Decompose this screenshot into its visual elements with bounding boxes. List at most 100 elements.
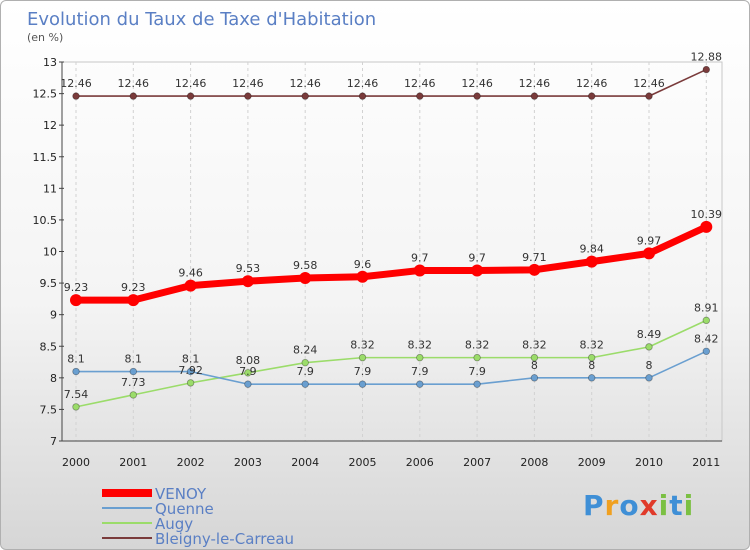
x-tick-label: 2002 [177,456,205,469]
logo-letter: r [604,489,620,522]
data-label: 9.71 [522,251,547,264]
series-line-Bleigny-le-Carreau [75,68,708,97]
unit-label: (en %) [27,31,63,44]
data-point [129,92,137,100]
data-label: 7.9 [411,365,429,378]
data-label: 8.32 [465,339,490,352]
x-tick-label: 2009 [578,456,606,469]
logo-letter: i [658,489,670,522]
x-tick-label: 2006 [406,456,434,469]
data-label: 8.32 [579,339,604,352]
data-point [301,380,309,388]
data-label: 7.9 [296,365,314,378]
logo-letter: o [619,489,640,522]
data-label: 9.84 [579,243,604,256]
data-point [186,379,195,387]
data-label: 9.7 [411,251,429,264]
data-label: 12.88 [691,51,723,64]
data-label: 9.46 [178,267,203,280]
data-point [72,92,80,100]
data-label: 12.46 [289,77,321,90]
data-label: 8 [588,359,595,372]
data-point [184,279,197,292]
data-point [530,353,539,362]
data-point [301,92,309,100]
data-point [416,380,424,388]
data-point [645,374,653,382]
data-point [588,353,596,362]
data-label: 9.7 [468,251,486,264]
data-point [413,264,426,277]
data-point [585,255,598,268]
data-label: 8.32 [350,339,375,352]
data-point [473,353,481,362]
x-tick-label: 2007 [463,456,491,469]
data-label: 12.46 [175,77,207,90]
data-label: 8.32 [522,339,547,352]
data-point [358,92,367,100]
data-label: 9.6 [354,258,372,271]
data-label: 12.46 [576,77,608,90]
data-point [530,374,539,382]
data-label: 9.53 [236,262,261,275]
data-label: 7.9 [468,365,486,378]
data-point [473,92,481,100]
data-point [72,403,80,411]
legend-label: Bleigny-le-Carreau [155,530,294,548]
y-tick-label: 9.5 [40,277,58,290]
data-point [129,367,137,376]
data-point [702,347,710,356]
legend-label: Quenne [155,500,214,518]
logo-letter: i [683,489,695,522]
y-tick-label: 9 [50,309,57,322]
data-label: 7.9 [354,365,372,378]
data-label: 12.46 [519,77,551,90]
data-point [588,92,596,100]
data-label: 8.08 [236,354,261,367]
data-point [186,367,195,376]
data-point [301,358,309,367]
data-label: 7.9 [239,365,257,378]
data-label: 10.39 [691,208,723,221]
data-point [241,275,254,288]
data-label: 8.32 [408,339,433,352]
data-label: 9.97 [637,234,662,247]
data-point [645,343,653,351]
data-label: 7.92 [178,364,203,377]
legend-label: Augy [155,515,193,533]
data-point [700,220,713,233]
data-label: 7.54 [64,388,89,401]
data-point [416,353,424,362]
data-point [471,264,484,277]
data-point [127,294,140,307]
data-label: 8 [531,359,538,372]
x-tick-label: 2011 [692,456,720,469]
data-point [129,391,137,399]
data-label: 8 [646,359,653,372]
data-point [643,247,655,260]
data-point [299,272,312,285]
data-point [588,374,596,382]
data-point [72,367,80,376]
data-label: 12.46 [232,77,264,90]
data-point [416,92,424,100]
data-label: 9.58 [293,259,318,272]
y-tick-label: 10.5 [33,214,58,227]
x-tick-label: 2000 [62,456,90,469]
data-point [186,92,195,100]
logo-letter: P [583,489,605,522]
data-label: 9.23 [121,281,146,294]
data-point [358,380,367,388]
data-point [528,263,541,276]
y-tick-label: 11 [43,182,57,195]
x-tick-label: 2010 [635,456,663,469]
data-label: 8.49 [637,328,662,341]
data-point [702,65,710,74]
series-line-VENOY [72,223,710,304]
legend-label: VENOY [155,485,207,503]
series-line-Augy [75,319,708,408]
data-point [244,369,252,377]
x-tick-label: 2001 [119,456,147,469]
